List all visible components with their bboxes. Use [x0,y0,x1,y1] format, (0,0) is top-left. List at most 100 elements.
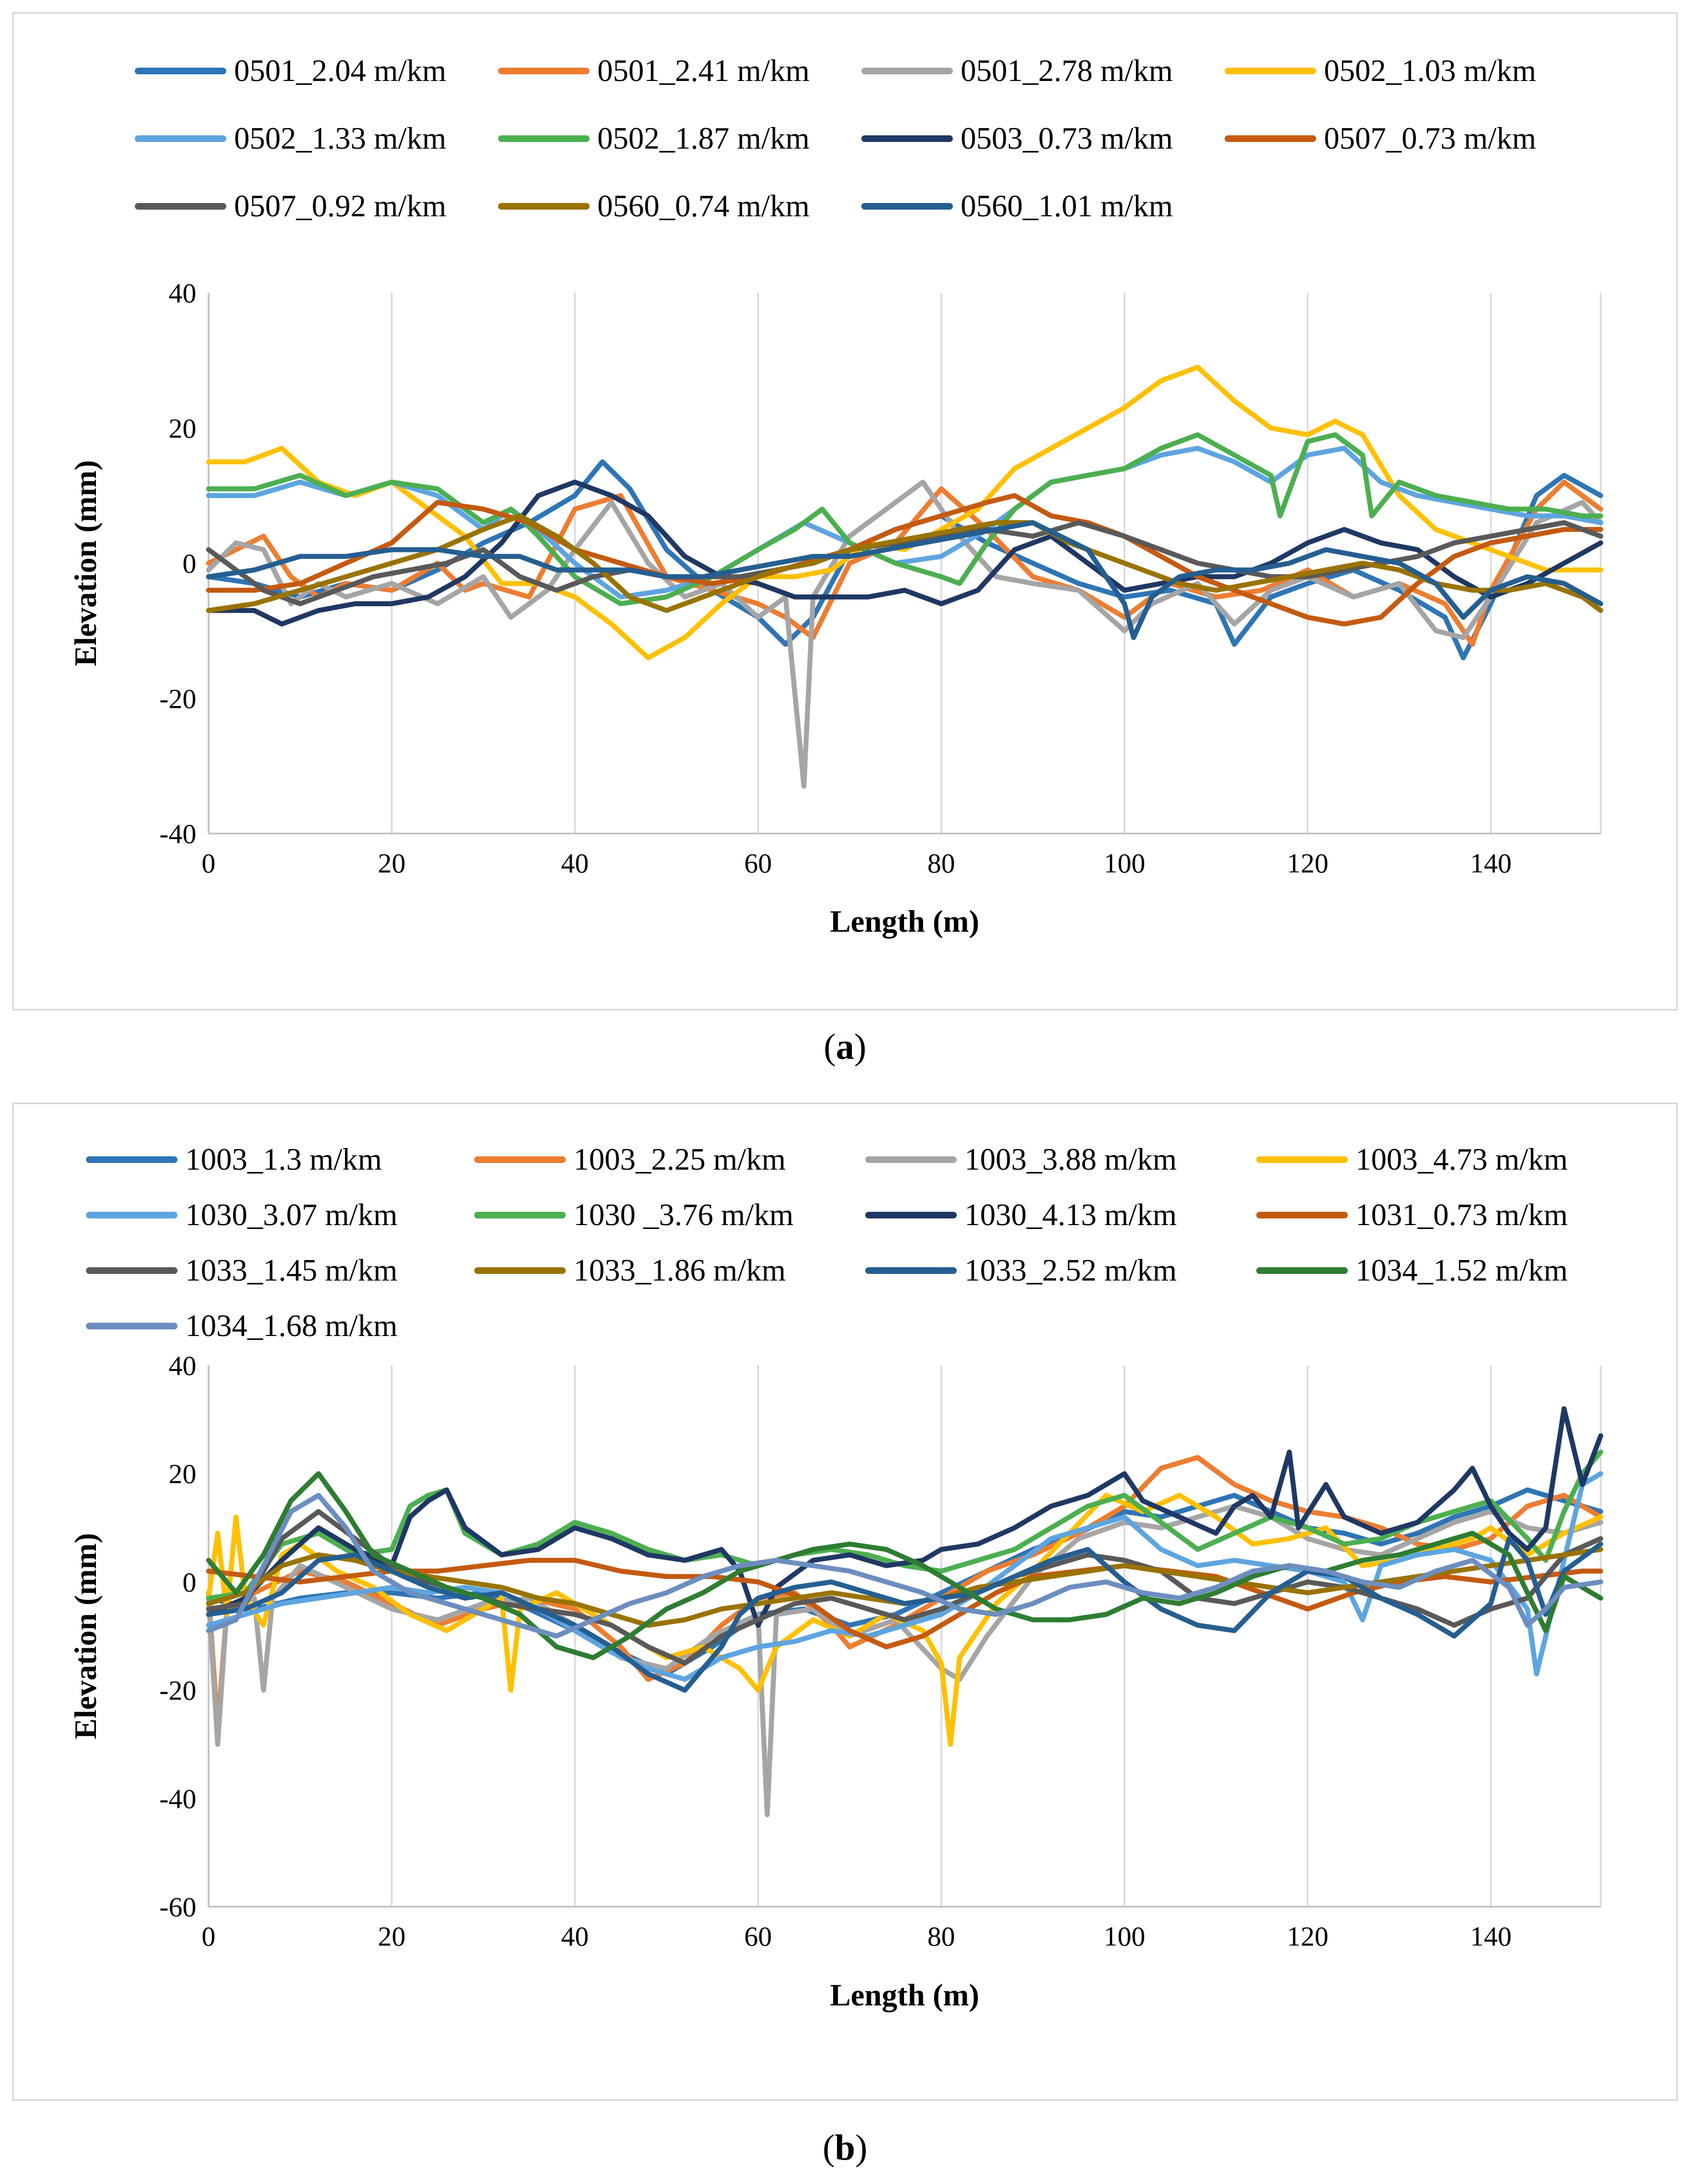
legend-entry: 1030 _3.76 m/km [474,1200,794,1231]
legend-entry: 0560_1.01 m/km [861,191,1173,222]
x-tick-label: 20 [378,847,405,878]
y-axis-title: Elevation (mm) [69,1533,103,1739]
legend-swatch [865,1212,957,1218]
legend-label: 1030 _3.76 m/km [574,1198,794,1232]
x-tick-label: 0 [202,847,216,878]
x-tick-label: 60 [744,1921,772,1952]
legend-label: 1033_1.86 m/km [574,1253,786,1288]
legend-label: 1003_2.25 m/km [574,1142,786,1177]
legend-label: 0560_1.01 m/km [961,189,1173,224]
legend-label: 0507_0.92 m/km [234,189,446,224]
legend-swatch [1256,1267,1348,1274]
legend-label: 0560_0.74 m/km [597,189,810,224]
legend-entry: 1033_1.45 m/km [86,1255,398,1286]
caption-a: (a) [0,1026,1690,1068]
legend-entry: 0501_2.78 m/km [861,55,1173,87]
legend-entry: 1030_3.07 m/km [86,1200,398,1231]
legend-label: 1003_3.88 m/km [965,1142,1177,1177]
legend-label: 1034_1.68 m/km [185,1309,398,1343]
legend-entry: 0507_0.73 m/km [1225,123,1536,154]
legend-entry: 1033_1.86 m/km [474,1255,786,1286]
legend-swatch [861,203,953,210]
x-tick-label: 40 [561,847,589,878]
legend-label: 1003_4.73 m/km [1356,1142,1568,1177]
caption-a-open: ( [824,1027,836,1067]
y-tick-label: 0 [182,548,196,579]
series-line [206,1504,1603,1817]
legend-label: 1033_1.45 m/km [185,1253,398,1288]
y-tick-label: 0 [182,1566,196,1597]
legend-swatch [474,1156,566,1163]
caption-a-letter: a [836,1027,854,1067]
legend-swatch [1256,1156,1348,1163]
y-tick-label: -40 [159,818,196,849]
caption-b-open: ( [823,2127,835,2168]
legend-swatch [1225,68,1316,74]
legend-entry: 0560_0.74 m/km [498,191,810,222]
y-tick-label: -20 [159,683,196,714]
chart-panel-a: 0501_2.04 m/km 0501_2.41 m/km 0501_2.78 m/… [12,12,1678,1010]
x-axis-title: Length (m) [830,1978,979,2013]
legend-swatch [861,135,953,142]
legend-label: 1003_1.3 m/km [185,1142,382,1177]
legend-swatch [865,1267,957,1274]
x-tick-label: 80 [927,1921,955,1952]
legend-entry: 0502_1.03 m/km [1225,55,1536,87]
legend-label: 0502_1.03 m/km [1324,54,1536,88]
legend-swatch [135,203,226,210]
legend-swatch [86,1156,177,1163]
x-tick-label: 100 [1104,847,1145,878]
series-line [206,1492,1603,1747]
series-line [206,445,1603,600]
y-tick-label: 20 [169,1458,196,1489]
legend-label: 0503_0.73 m/km [961,121,1173,156]
legend-entry: 1003_2.25 m/km [474,1144,786,1175]
legend-swatch [861,68,953,74]
series-line [206,1471,1603,1660]
y-tick-label: -60 [159,1891,196,1922]
legend-entry: 1031_0.73 m/km [1256,1200,1568,1231]
legend-swatch [865,1156,957,1163]
legend-label: 0501_2.41 m/km [597,54,810,88]
legend-label: 0507_0.73 m/km [1324,121,1536,156]
legend-label: 0501_2.04 m/km [234,54,446,88]
legend-swatch [474,1212,566,1218]
legend-entry: 0501_2.41 m/km [498,55,810,87]
legend-entry: 0503_0.73 m/km [861,123,1173,154]
caption-a-close: ) [854,1027,866,1067]
legend-swatch [498,68,590,74]
series-line [206,520,1603,641]
legend-swatch [135,135,226,142]
series-line [206,493,1603,627]
legend-entry: 1034_1.52 m/km [1256,1255,1568,1286]
caption-b-letter: b [835,2127,855,2168]
series-line [206,1406,1603,1628]
series-line [206,1492,1603,1639]
legend-entry: 1003_1.3 m/km [86,1144,382,1175]
y-tick-label: -40 [159,1783,196,1814]
x-tick-label: 80 [927,847,955,878]
legend-swatch [86,1323,177,1329]
legend-label: 1031_0.73 m/km [1356,1198,1568,1232]
legend-swatch [86,1212,177,1218]
caption-b: (b) [0,2127,1690,2169]
series-line [206,364,1603,661]
x-tick-label: 140 [1470,847,1511,878]
y-axis-title: Elevation (mm) [69,460,103,667]
legend-label: 1030_4.13 m/km [965,1198,1177,1232]
x-tick-label: 120 [1287,1921,1328,1952]
legend-swatch [135,68,226,74]
x-tick-label: 140 [1470,1921,1511,1952]
legend-label: 1034_1.52 m/km [1356,1253,1568,1288]
legend-entry: 0507_0.92 m/km [135,191,446,222]
x-tick-label: 0 [202,1921,216,1952]
y-tick-label: 20 [169,413,196,444]
legend-entry: 1003_3.88 m/km [865,1144,1177,1175]
legend-swatch [1256,1212,1348,1218]
legend-entry: 0501_2.04 m/km [135,55,446,87]
series-line [206,513,1603,613]
legend-label: 1033_2.52 m/km [965,1253,1177,1288]
legend-swatch [498,203,590,210]
